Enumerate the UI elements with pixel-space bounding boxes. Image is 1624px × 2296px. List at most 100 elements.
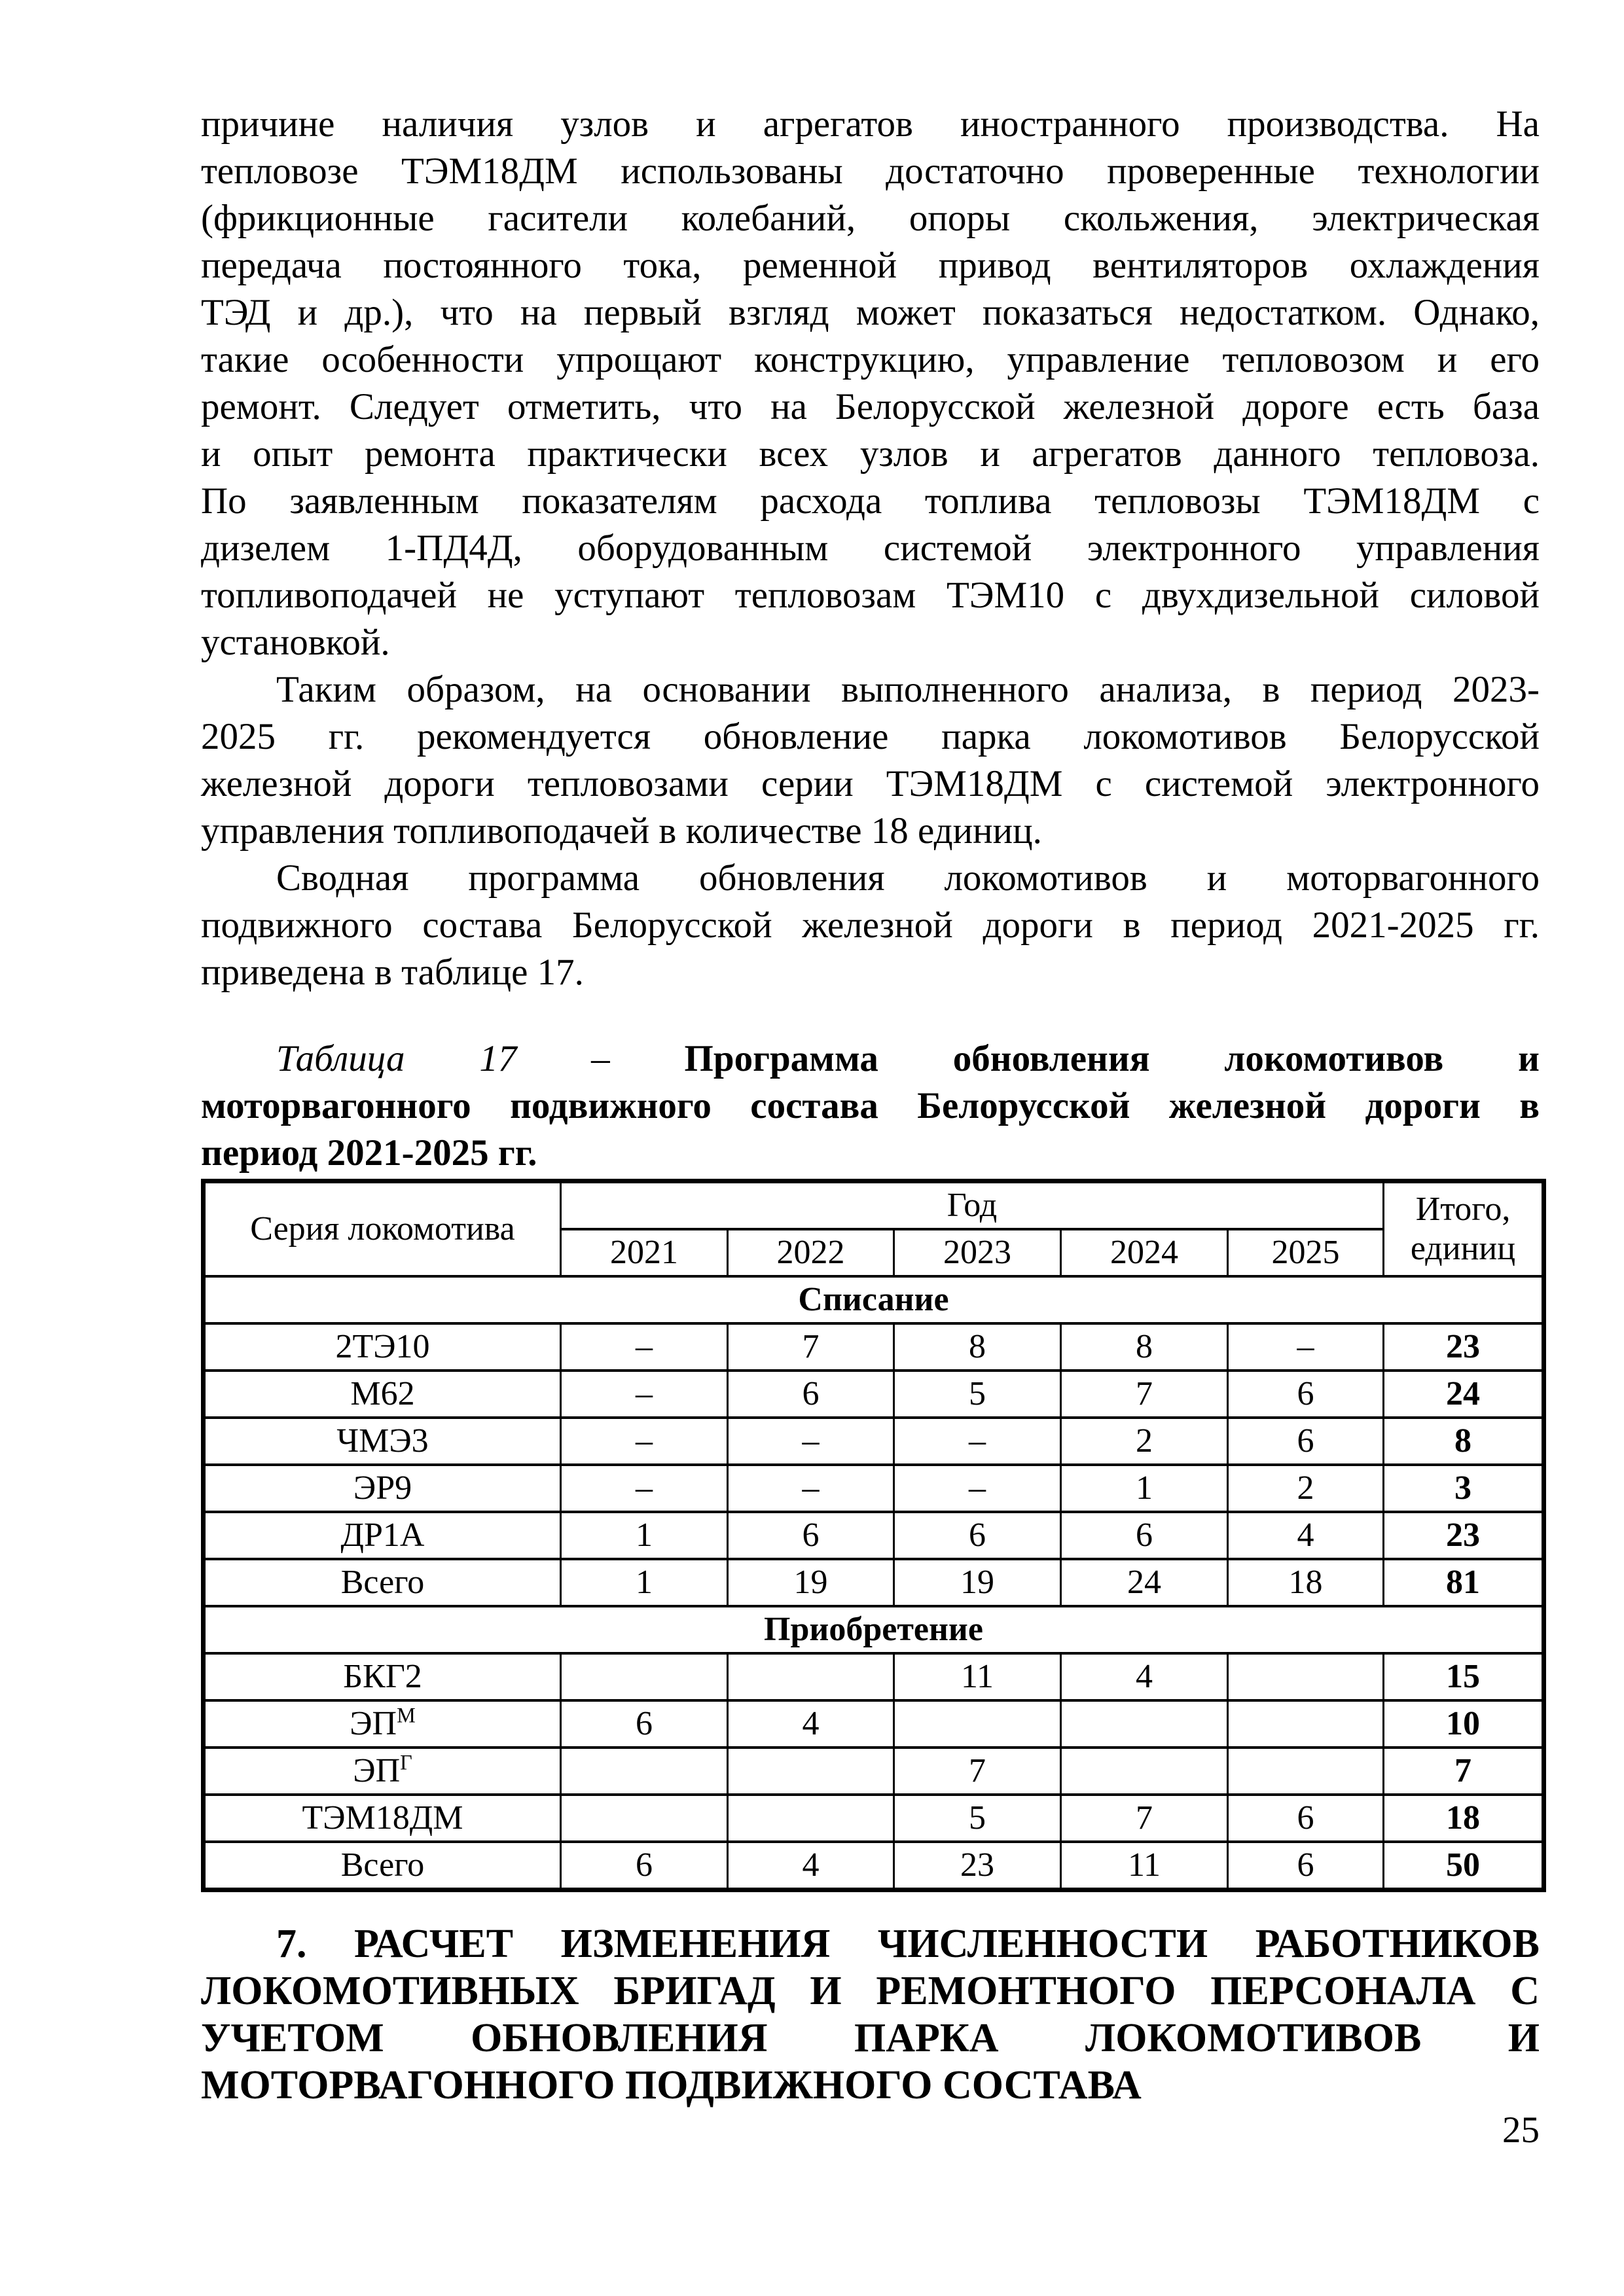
table-caption-line: Таблица 17 – Программа обновления локомо… — [201, 1035, 1540, 1083]
series-cell: ЧМЭ3 — [202, 1416, 562, 1466]
total-cell: 18 — [1382, 1793, 1545, 1843]
value-cell: – — [727, 1416, 895, 1466]
value-cell — [560, 1652, 729, 1702]
section-heading-line: УЧЕТОМ ОБНОВЛЕНИЯ ПАРКА ЛОКОМОТИВОВ И — [201, 2016, 1540, 2060]
series-cell: БКГ2 — [202, 1652, 562, 1702]
locomotive-program-table: Серия локомотива Год Итого, единиц 2021 … — [201, 1179, 1546, 1892]
table-caption-line: моторвагонного подвижного состава Белору… — [201, 1085, 1540, 1126]
header-series-cell: Серия локомотива — [202, 1179, 562, 1278]
series-cell: ЭПГ — [202, 1746, 562, 1796]
paragraph-line: тепловозе ТЭМ18ДМ использованы достаточн… — [201, 151, 1540, 192]
header-year-cell: 2025 — [1227, 1228, 1384, 1278]
total-cell: 10 — [1382, 1699, 1545, 1749]
total-cell: 15 — [1382, 1652, 1545, 1702]
value-cell: 19 — [727, 1558, 895, 1607]
value-cell: – — [893, 1416, 1062, 1466]
paragraph-line: дизелем 1-ПД4Д, оборудованным системой э… — [201, 528, 1540, 569]
series-cell: ТЭМ18ДМ — [202, 1793, 562, 1843]
series-label: ЭП — [350, 1705, 397, 1742]
caption-table-number: 17 — [479, 1038, 517, 1079]
value-cell: 4 — [727, 1840, 895, 1892]
table-row: ЧМЭ3 – – – 2 6 8 — [202, 1416, 1545, 1466]
caption-title-part: Программа обновления локомотивов и — [684, 1038, 1540, 1079]
total-cell: 23 — [1382, 1511, 1545, 1560]
value-cell: 6 — [727, 1369, 895, 1419]
series-label: ЭП — [353, 1752, 401, 1789]
value-cell: – — [893, 1463, 1062, 1513]
header-year-cell: 2023 — [893, 1228, 1062, 1278]
table-row-total: Всего 6 4 23 11 6 50 — [202, 1840, 1545, 1892]
paragraph-line: такие особенности упрощают конструкцию, … — [201, 339, 1540, 380]
paragraph-line: Сводная программа обновления локомотивов… — [276, 857, 1540, 899]
section-title-row: Списание — [202, 1275, 1545, 1325]
paragraph-line: подвижного состава Белорусской железной … — [201, 905, 1540, 946]
value-cell: 1 — [1060, 1463, 1229, 1513]
value-cell: 8 — [893, 1322, 1062, 1372]
header-total-cell: Итого, единиц — [1382, 1179, 1545, 1278]
table-row: БКГ2 11 4 15 — [202, 1652, 1545, 1702]
paragraph-line: железной дороги тепловозами серии ТЭМ18Д… — [201, 763, 1540, 804]
value-cell — [1060, 1699, 1229, 1749]
page-number: 25 — [1502, 2109, 1540, 2151]
value-cell: – — [727, 1463, 895, 1513]
section-title-cell: Приобретение — [202, 1605, 1545, 1655]
value-cell: 2 — [1227, 1463, 1384, 1513]
section-heading-line: МОТОРВАГОННОГО ПОДВИЖНОГО СОСТАВА — [201, 2063, 1142, 2108]
value-cell: – — [560, 1322, 729, 1372]
header-year-cell: 2024 — [1060, 1228, 1229, 1278]
value-cell — [560, 1793, 729, 1843]
section-heading-line: ЛОКОМОТИВНЫХ БРИГАД И РЕМОНТНОГО ПЕРСОНА… — [201, 1969, 1540, 2013]
value-cell — [1227, 1652, 1384, 1702]
paragraph-line: управления топливоподачей в количестве 1… — [201, 810, 1042, 852]
value-cell: – — [560, 1416, 729, 1466]
header-year-group-cell: Год — [560, 1179, 1384, 1230]
header-total-line: Итого, — [1415, 1191, 1511, 1228]
value-cell — [727, 1793, 895, 1843]
series-cell: Всего — [202, 1558, 562, 1607]
header-year-cell: 2021 — [560, 1228, 729, 1278]
paragraph-line: ТЭД и др.), что на первый взгляд может п… — [201, 292, 1540, 333]
value-cell: 2 — [1060, 1416, 1229, 1466]
table-row: ЭПГ 7 7 — [202, 1746, 1545, 1796]
paragraph-line: 2025 гг. рекомендуется обновление парка … — [201, 716, 1540, 757]
value-cell: 1 — [560, 1511, 729, 1560]
value-cell: – — [1227, 1322, 1384, 1372]
header-total-line: единиц — [1410, 1230, 1516, 1267]
body-text-block: причине наличия узлов и агрегатов иностр… — [201, 101, 1540, 996]
paragraph-line: По заявленным показателям расхода топлив… — [201, 480, 1540, 522]
value-cell: 7 — [1060, 1793, 1229, 1843]
series-cell: ЭР9 — [202, 1463, 562, 1513]
value-cell — [1227, 1746, 1384, 1796]
value-cell: 7 — [1060, 1369, 1229, 1419]
value-cell: 7 — [727, 1322, 895, 1372]
table-row: 2ТЭ10 – 7 8 8 – 23 — [202, 1322, 1545, 1372]
value-cell — [727, 1652, 895, 1702]
paragraph-line: установкой. — [201, 622, 390, 663]
value-cell: 4 — [1060, 1652, 1229, 1702]
paragraph-line: ремонт. Следует отметить, что на Белорус… — [201, 386, 1540, 427]
table-row: М62 – 6 5 7 6 24 — [202, 1369, 1545, 1419]
value-cell: 1 — [560, 1558, 729, 1607]
value-cell: 6 — [1227, 1840, 1384, 1892]
table-row-total: Всего 1 19 19 24 18 81 — [202, 1558, 1545, 1607]
series-cell: ЭПМ — [202, 1699, 562, 1749]
value-cell: 6 — [1227, 1369, 1384, 1419]
value-cell: 24 — [1060, 1558, 1229, 1607]
caption-table-word: Таблица — [276, 1038, 405, 1079]
table-row: ЭПМ 6 4 10 — [202, 1699, 1545, 1749]
value-cell: 6 — [1227, 1416, 1384, 1466]
value-cell: 18 — [1227, 1558, 1384, 1607]
value-cell: 23 — [893, 1840, 1062, 1892]
total-cell: 24 — [1382, 1369, 1545, 1419]
table-years-row: 2021 2022 2023 2024 2025 — [204, 1228, 1544, 1278]
paragraph-line: и опыт ремонта практически всех узлов и … — [201, 433, 1540, 475]
total-cell: 3 — [1382, 1463, 1545, 1513]
value-cell — [560, 1746, 729, 1796]
paragraph-line: топливоподачей не уступают тепловозам ТЭ… — [201, 575, 1540, 616]
paragraph-line: (фрикционные гасители колебаний, опоры с… — [201, 198, 1540, 239]
value-cell: 5 — [893, 1793, 1062, 1843]
paragraph-line: передача постоянного тока, ременной прив… — [201, 245, 1540, 286]
value-cell: 6 — [893, 1511, 1062, 1560]
series-cell: ДР1А — [202, 1511, 562, 1560]
